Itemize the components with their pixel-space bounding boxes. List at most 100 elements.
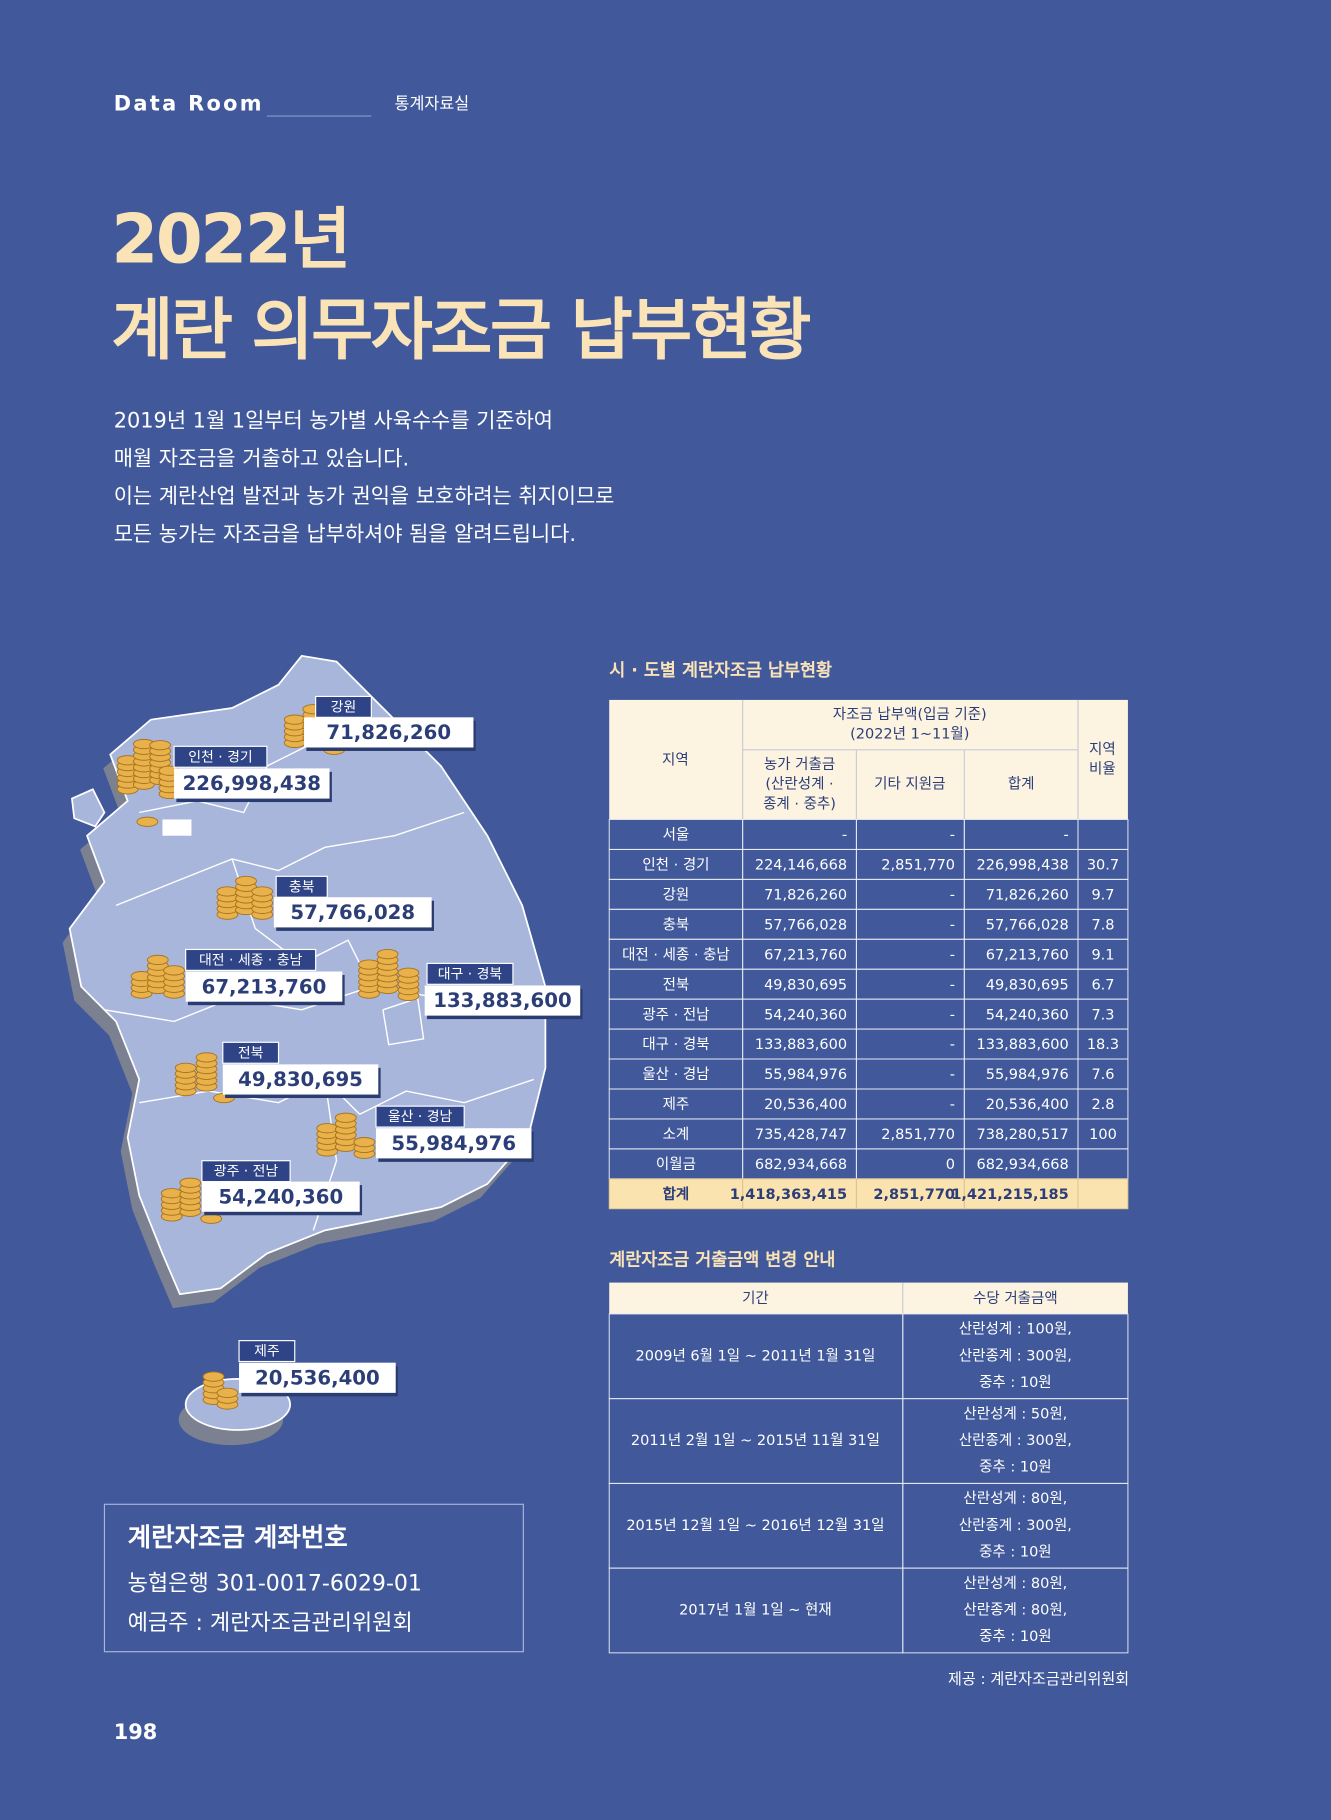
label-box bbox=[304, 717, 474, 748]
label-region: 울산 · 경남 bbox=[388, 1109, 453, 1125]
table-cell-text: - bbox=[950, 887, 955, 903]
table-cell-text: 49,830,695 bbox=[986, 977, 1069, 993]
page-number: 198 bbox=[114, 1720, 158, 1744]
table-cell-text: 133,883,600 bbox=[977, 1037, 1069, 1053]
label-region: 전북 bbox=[238, 1045, 264, 1061]
column-header: (산란성계 · bbox=[765, 776, 833, 793]
intro-line: 이는 계란산업 발전과 농가 권익을 보호하려는 취지이므로 bbox=[114, 484, 615, 508]
label-region: 광주 · 전남 bbox=[214, 1164, 279, 1180]
table-cell-text: 71,826,260 bbox=[764, 887, 847, 903]
table-title: 계란자조금 거출금액 변경 안내 bbox=[609, 1251, 835, 1271]
table-cell-text: - bbox=[950, 1097, 955, 1113]
table-cell-text: 전북 bbox=[663, 976, 690, 993]
coin bbox=[216, 1387, 239, 1398]
title-line: 계란 의무자조금 납부현황 bbox=[111, 291, 810, 369]
table-cell-text: 67,213,760 bbox=[986, 947, 1069, 963]
period-text: 2009년 6월 1일 ~ 2011년 1월 31일 bbox=[636, 1347, 876, 1364]
map-island bbox=[71, 788, 106, 828]
coin bbox=[149, 740, 172, 751]
column-header: 합계 bbox=[1008, 776, 1035, 793]
table-cell-text: 합계 bbox=[663, 1186, 690, 1203]
label-amount: 57,766,028 bbox=[290, 901, 415, 924]
label-region: 대구 · 경북 bbox=[438, 966, 503, 982]
intro-line: 모든 농가는 자조금을 납부하셔야 됨을 알려드립니다. bbox=[114, 522, 576, 546]
table-cell-text: - bbox=[842, 828, 847, 844]
label-amount: 49,830,695 bbox=[238, 1068, 363, 1091]
amount-text: 중추 : 10원 bbox=[979, 1628, 1052, 1645]
table-cell bbox=[902, 1567, 1129, 1654]
column-header: 기간 bbox=[742, 1290, 769, 1307]
map-border bbox=[382, 997, 425, 1046]
account-holder: 예금주 : 계란자조금관리위원회 bbox=[128, 1611, 413, 1636]
table-cell-text: 7.6 bbox=[1091, 1067, 1114, 1083]
table-cell-text: 55,984,976 bbox=[986, 1067, 1069, 1083]
table-cell-text: - bbox=[950, 917, 955, 933]
account-bank: 농협은행 301-0017-6029-01 bbox=[128, 1571, 422, 1596]
coin bbox=[163, 965, 185, 976]
title-line: 2022년 bbox=[111, 200, 349, 278]
coin bbox=[146, 954, 169, 966]
table-cell-text: 이월금 bbox=[656, 1156, 696, 1173]
table-header-bg bbox=[609, 699, 1128, 820]
intro-line: 2019년 1월 1일부터 농가별 사육수수를 기준하여 bbox=[114, 408, 553, 432]
coin bbox=[202, 1371, 225, 1382]
amount-text: 산란성계 : 100원, bbox=[959, 1321, 1072, 1338]
label-amount: 54,240,360 bbox=[218, 1185, 343, 1208]
coins bbox=[116, 704, 420, 1410]
label-amount: 67,213,760 bbox=[202, 975, 327, 998]
label-tag bbox=[238, 1340, 296, 1363]
label-tag bbox=[185, 948, 317, 971]
table-cell-text: 18.3 bbox=[1087, 1037, 1119, 1053]
table-cell-text: 738,280,517 bbox=[977, 1127, 1069, 1143]
column-header: 지역 bbox=[1089, 741, 1116, 758]
amount-text: 산란성계 : 80원, bbox=[963, 1575, 1067, 1592]
amount-text: 산란종계 : 300원, bbox=[959, 1432, 1072, 1449]
coin bbox=[160, 1188, 183, 1199]
label-box bbox=[239, 1362, 396, 1393]
amount-text: 중추 : 10원 bbox=[979, 1459, 1052, 1476]
amount-text: 산란성계 : 50원, bbox=[963, 1405, 1067, 1422]
table-cell-text: 6.7 bbox=[1091, 977, 1114, 993]
coin bbox=[179, 1177, 202, 1188]
table-cell-text: 제주 bbox=[663, 1096, 690, 1113]
table-cell-text: 57,766,028 bbox=[986, 917, 1069, 933]
label-box bbox=[201, 1181, 360, 1212]
table-cell-text: 54,240,360 bbox=[986, 1007, 1069, 1023]
column-header: (2022년 1~11월) bbox=[850, 726, 969, 743]
coin bbox=[136, 816, 159, 827]
table-cell-text: 57,766,028 bbox=[764, 917, 847, 933]
table-cell-text: 충북 bbox=[663, 916, 690, 933]
label-tag bbox=[426, 962, 514, 985]
table-cell-text: 대전 · 세종 · 충남 bbox=[622, 946, 730, 963]
table-cell-text: - bbox=[950, 828, 955, 844]
label-box bbox=[375, 1128, 532, 1159]
label-box bbox=[424, 985, 581, 1016]
table-cell-text: - bbox=[1064, 828, 1069, 844]
table-header-bg bbox=[609, 1282, 1128, 1314]
label-box bbox=[222, 1064, 379, 1095]
table-cell-text: 인천 · 경기 bbox=[642, 857, 709, 874]
table-cell-text: - bbox=[950, 1037, 955, 1053]
coin bbox=[353, 1137, 376, 1148]
table-cell-text: 67,213,760 bbox=[764, 947, 847, 963]
table-cell-text: 100 bbox=[1089, 1127, 1117, 1143]
table-cell-text: 49,830,695 bbox=[764, 977, 847, 993]
table-cell-text: 20,536,400 bbox=[986, 1097, 1069, 1113]
table-cell-text: 1,418,363,415 bbox=[730, 1187, 847, 1203]
label-amount: 133,883,600 bbox=[433, 989, 571, 1012]
table-cell-text: 0 bbox=[946, 1157, 955, 1173]
account-box bbox=[103, 1503, 524, 1653]
table-cell-text: - bbox=[950, 1067, 955, 1083]
amount-text: 산란종계 : 80원, bbox=[963, 1601, 1067, 1618]
table-cell-text: 133,883,600 bbox=[755, 1037, 847, 1053]
map-seoul bbox=[162, 819, 192, 836]
coin bbox=[200, 1213, 223, 1224]
account-title: 계란자조금 계좌번호 bbox=[128, 1523, 348, 1553]
table-cell bbox=[1077, 1178, 1129, 1210]
coin bbox=[195, 1052, 218, 1063]
period-text: 2015년 12월 1일 ~ 2016년 12월 31일 bbox=[626, 1517, 884, 1534]
table-cell-text: - bbox=[950, 1007, 955, 1023]
table-cell-text: 1,421,215,185 bbox=[951, 1187, 1068, 1203]
